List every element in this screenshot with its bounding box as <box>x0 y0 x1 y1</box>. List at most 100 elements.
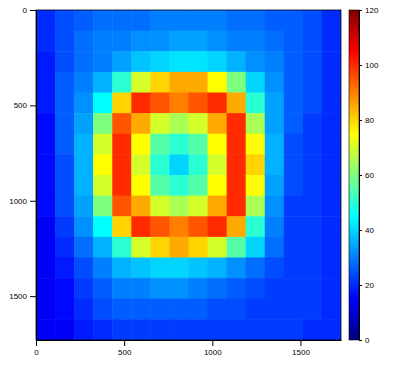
cell <box>265 113 285 134</box>
cell <box>303 113 323 134</box>
cell <box>131 196 151 217</box>
cell <box>322 258 341 279</box>
cell <box>131 134 151 155</box>
cell <box>303 134 323 155</box>
cell <box>36 72 56 93</box>
cell <box>265 31 285 52</box>
cell <box>284 258 304 279</box>
chart: 050010001500050010001500020406080100120 <box>0 0 402 385</box>
cell <box>74 216 94 237</box>
cell <box>55 113 75 134</box>
cell <box>265 51 285 72</box>
tick-mark <box>359 175 362 176</box>
cell <box>150 10 170 31</box>
cell <box>265 10 285 31</box>
cell <box>112 196 132 217</box>
cell <box>265 72 285 93</box>
cell <box>131 31 151 52</box>
cell <box>169 154 189 175</box>
cell <box>131 299 151 320</box>
cells <box>36 10 341 340</box>
cell <box>93 154 113 175</box>
tick: 1000 <box>9 197 36 206</box>
cell <box>112 319 132 340</box>
tick-mark <box>30 201 36 202</box>
cell <box>150 51 170 72</box>
cell <box>303 154 323 175</box>
cell <box>322 216 341 237</box>
cell <box>150 216 170 237</box>
cell <box>36 258 56 279</box>
cell <box>303 258 323 279</box>
cell <box>150 258 170 279</box>
tick: 500 <box>14 101 36 110</box>
cell <box>169 51 189 72</box>
y-axis: 050010001500 <box>9 6 36 340</box>
cell <box>150 72 170 93</box>
cell <box>93 299 113 320</box>
tick: 500 <box>118 340 132 357</box>
cell <box>322 93 341 114</box>
cell <box>303 196 323 217</box>
cell <box>322 319 341 340</box>
cell <box>169 216 189 237</box>
cell <box>246 31 266 52</box>
cell <box>303 31 323 52</box>
cell <box>246 51 266 72</box>
tick-mark <box>30 296 36 297</box>
tick-label: 100 <box>365 61 379 70</box>
cell <box>227 258 247 279</box>
cell <box>55 278 75 299</box>
cell <box>74 258 94 279</box>
cell <box>265 216 285 237</box>
cell <box>246 196 266 217</box>
cell <box>227 196 247 217</box>
cell <box>55 319 75 340</box>
cell <box>227 134 247 155</box>
cell <box>74 154 94 175</box>
tick-mark <box>300 340 301 346</box>
tick: 0 <box>23 6 36 15</box>
cell <box>112 10 132 31</box>
tick-mark <box>124 340 125 346</box>
cell <box>36 196 56 217</box>
cell <box>303 319 323 340</box>
cell <box>208 319 228 340</box>
cell <box>284 10 304 31</box>
cell <box>265 278 285 299</box>
cell <box>189 299 209 320</box>
cell <box>36 278 56 299</box>
cell <box>303 278 323 299</box>
cell <box>189 51 209 72</box>
cell <box>112 175 132 196</box>
tick-label: 500 <box>14 101 28 110</box>
cell <box>93 196 113 217</box>
cell <box>169 319 189 340</box>
cell <box>284 51 304 72</box>
cell <box>131 51 151 72</box>
cell <box>322 10 341 31</box>
cell <box>265 258 285 279</box>
cell <box>322 196 341 217</box>
cell <box>189 134 209 155</box>
cell <box>36 299 56 320</box>
cell <box>246 175 266 196</box>
cell <box>265 237 285 258</box>
cell <box>74 319 94 340</box>
cell <box>227 93 247 114</box>
cell <box>246 299 266 320</box>
cell <box>208 258 228 279</box>
cell <box>55 237 75 258</box>
cell <box>246 93 266 114</box>
tick-mark <box>359 230 362 231</box>
cell <box>265 175 285 196</box>
cell <box>131 72 151 93</box>
cell <box>322 299 341 320</box>
cell <box>227 10 247 31</box>
cell <box>208 113 228 134</box>
cell <box>131 216 151 237</box>
tick-mark <box>212 340 213 346</box>
cell <box>284 237 304 258</box>
cell <box>322 31 341 52</box>
cell <box>169 31 189 52</box>
